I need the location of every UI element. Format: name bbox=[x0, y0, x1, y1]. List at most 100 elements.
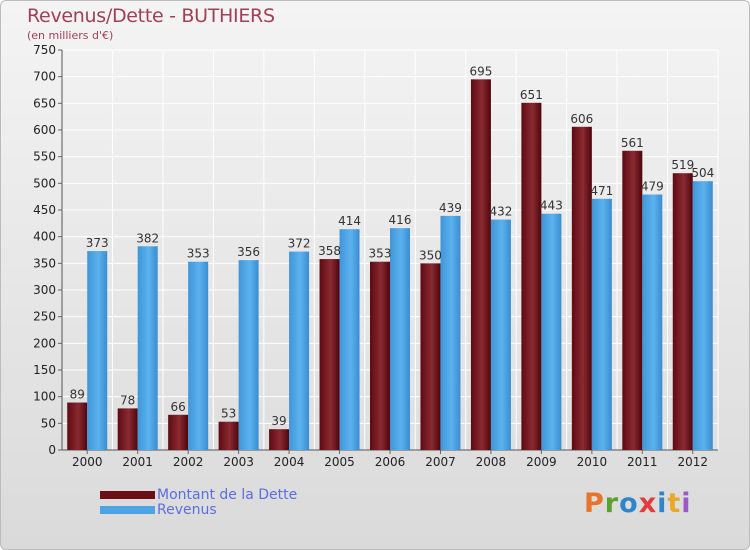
y-tick-label: 50 bbox=[41, 416, 56, 430]
x-tick-label: 2002 bbox=[173, 455, 204, 469]
x-tick-label: 2007 bbox=[425, 455, 456, 469]
y-tick-label: 400 bbox=[33, 230, 56, 244]
logo-letter: x bbox=[638, 488, 658, 519]
data-label-revenus: 479 bbox=[641, 180, 664, 194]
bar-dette bbox=[168, 414, 189, 450]
data-label-revenus: 416 bbox=[389, 213, 412, 227]
x-tick-label: 2004 bbox=[274, 455, 305, 469]
x-tick-label: 2006 bbox=[375, 455, 406, 469]
data-label-dette: 89 bbox=[70, 388, 85, 402]
data-label-revenus: 372 bbox=[288, 237, 311, 251]
data-label-revenus: 439 bbox=[439, 201, 462, 215]
data-label-revenus: 443 bbox=[540, 199, 563, 213]
bar-revenus bbox=[87, 251, 108, 450]
data-label-dette: 78 bbox=[120, 393, 135, 407]
chart-title: Revenus/Dette - BUTHIERS bbox=[27, 5, 275, 27]
data-label-dette: 353 bbox=[369, 247, 392, 261]
x-tick-label: 2005 bbox=[324, 455, 355, 469]
y-tick-label: 500 bbox=[33, 176, 56, 190]
y-tick-label: 700 bbox=[33, 70, 56, 84]
legend: Montant de la Dette Revenus bbox=[100, 486, 298, 518]
bar-revenus bbox=[440, 215, 461, 450]
bar-revenus bbox=[238, 260, 259, 450]
data-label-dette: 606 bbox=[570, 112, 593, 126]
bar-dette bbox=[67, 402, 88, 450]
y-tick-label: 100 bbox=[33, 390, 56, 404]
legend-swatch-dette bbox=[100, 490, 155, 499]
y-tick-label: 600 bbox=[33, 123, 56, 137]
bar-dette bbox=[672, 173, 693, 450]
y-tick-label: 250 bbox=[33, 310, 56, 324]
y-tick-label: 0 bbox=[48, 443, 56, 457]
data-label-dette: 39 bbox=[271, 414, 286, 428]
logo-letter: r bbox=[604, 488, 620, 519]
bar-revenus bbox=[642, 194, 663, 450]
bar-revenus bbox=[289, 251, 310, 450]
data-label-revenus: 471 bbox=[590, 184, 613, 198]
data-label-dette: 66 bbox=[171, 400, 186, 414]
x-tick-label: 2008 bbox=[476, 455, 507, 469]
y-tick-label: 150 bbox=[33, 363, 56, 377]
data-label-dette: 561 bbox=[621, 136, 644, 150]
logo-letter: t bbox=[667, 488, 682, 519]
y-tick-label: 200 bbox=[33, 336, 56, 350]
data-label-revenus: 414 bbox=[338, 214, 361, 228]
legend-swatch-revenus bbox=[100, 505, 155, 514]
bar-dette bbox=[269, 429, 290, 450]
data-label-dette: 53 bbox=[221, 407, 236, 421]
data-label-revenus: 432 bbox=[489, 205, 512, 219]
y-tick-label: 550 bbox=[33, 150, 56, 164]
data-label-dette: 358 bbox=[318, 244, 341, 258]
bar-revenus bbox=[541, 213, 562, 450]
x-tick-label: 2012 bbox=[677, 455, 708, 469]
legend-label-dette: Montant de la Dette bbox=[157, 486, 298, 503]
bar-dette bbox=[622, 150, 643, 451]
x-tick-label: 2010 bbox=[577, 455, 608, 469]
bar-revenus bbox=[188, 261, 209, 450]
legend-label-revenus: Revenus bbox=[157, 501, 217, 518]
bar-dette bbox=[319, 259, 340, 450]
bar-revenus bbox=[390, 228, 410, 450]
y-tick-label: 300 bbox=[33, 283, 56, 297]
data-labels: 89 373 78 382 66 353 53 356 39 372 358 414 353 416 350… bbox=[70, 64, 715, 428]
legend-item-dette: Montant de la Dette bbox=[100, 486, 298, 503]
bars bbox=[67, 79, 713, 451]
y-tick-label: 450 bbox=[33, 203, 56, 217]
data-label-dette: 350 bbox=[419, 248, 442, 262]
y-tick-label: 650 bbox=[33, 96, 56, 110]
bar-revenus bbox=[490, 219, 511, 450]
x-tick-label: 2000 bbox=[72, 455, 103, 469]
logo-letter: o bbox=[619, 488, 639, 519]
x-tick-label: 2003 bbox=[223, 455, 254, 469]
bar-dette bbox=[470, 79, 491, 450]
x-tick-label: 2011 bbox=[627, 455, 658, 469]
x-tick-label: 2009 bbox=[526, 455, 557, 469]
data-label-revenus: 356 bbox=[237, 245, 260, 259]
bar-dette bbox=[420, 263, 441, 450]
data-label-dette: 651 bbox=[520, 88, 543, 102]
bar-revenus bbox=[692, 181, 713, 450]
data-label-dette: 519 bbox=[671, 158, 694, 172]
bar-dette bbox=[521, 102, 542, 451]
bar-dette bbox=[370, 261, 390, 450]
data-label-dette: 695 bbox=[469, 64, 492, 78]
bar-revenus bbox=[339, 229, 360, 450]
logo-letter: i bbox=[657, 488, 668, 519]
bar-revenus bbox=[137, 246, 158, 450]
logo-letter: i bbox=[681, 488, 692, 519]
bar-dette bbox=[218, 421, 239, 450]
bar-dette bbox=[571, 126, 592, 451]
data-label-revenus: 353 bbox=[187, 247, 210, 261]
data-label-revenus: 373 bbox=[86, 236, 109, 250]
data-label-revenus: 504 bbox=[691, 166, 714, 180]
y-tick-label: 750 bbox=[33, 43, 56, 57]
data-label-revenus: 382 bbox=[136, 231, 159, 245]
bar-dette bbox=[117, 408, 138, 450]
axes: 0 50 100 150 200 250 300 350 400 450 500 550 600 650 7… bbox=[33, 43, 718, 469]
y-tick-label: 350 bbox=[33, 256, 56, 270]
legend-item-revenus: Revenus bbox=[100, 501, 297, 518]
bar-revenus bbox=[591, 198, 612, 450]
x-tick-label: 2001 bbox=[122, 455, 153, 469]
proxiti-logo: Proxiti bbox=[584, 488, 692, 519]
chart-subtitle: (en milliers d'€) bbox=[27, 29, 114, 42]
